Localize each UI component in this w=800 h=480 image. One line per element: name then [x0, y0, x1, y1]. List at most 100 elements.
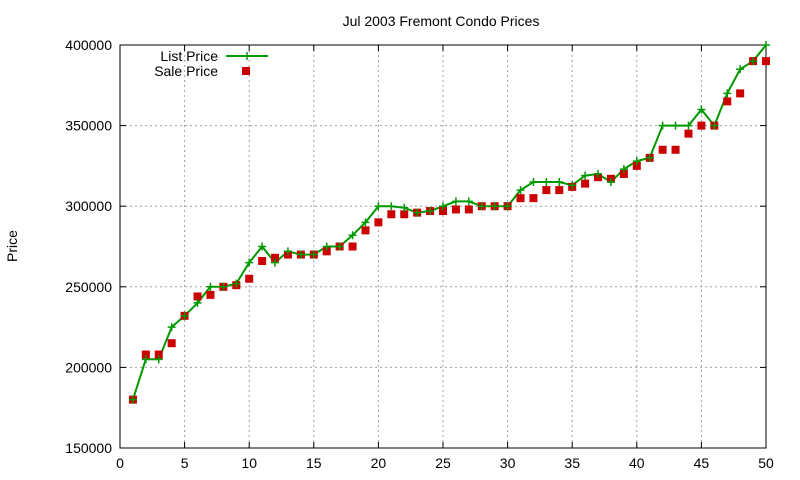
- list-price-point: [503, 202, 512, 211]
- list-price-point: [387, 202, 396, 211]
- sale-price-point: [723, 97, 732, 106]
- sale-price-point: [762, 57, 770, 66]
- x-tick-label: 0: [116, 455, 124, 471]
- list-price-point: [581, 171, 590, 180]
- x-tick-label: 45: [694, 455, 710, 471]
- list-price-point: [283, 247, 292, 256]
- sale-price-point: [464, 205, 473, 214]
- list-price-point: [271, 258, 280, 267]
- legend-label-sale-price: Sale Price: [154, 63, 218, 79]
- list-price-point: [568, 181, 577, 190]
- list-price-point: [141, 355, 150, 364]
- list-price-point: [632, 157, 641, 166]
- list-price-point: [697, 105, 706, 114]
- sale-price-point: [206, 290, 215, 299]
- list-price-point: [361, 218, 370, 227]
- y-tick-label: 200000: [65, 359, 112, 375]
- list-price-point: [400, 203, 409, 212]
- list-price-point: [193, 298, 202, 307]
- sale-price-point: [671, 145, 680, 154]
- y-tick-label: 250000: [65, 279, 112, 295]
- sale-price-point: [697, 121, 706, 130]
- list-price-point: [258, 242, 267, 251]
- sale-price-point: [658, 145, 667, 154]
- sale-price-point: [245, 274, 254, 283]
- sale-price-point: [322, 247, 331, 256]
- list-price-point: [206, 282, 215, 291]
- x-tick-label: 25: [435, 455, 451, 471]
- list-price-point: [296, 250, 305, 259]
- list-price-point: [723, 89, 732, 98]
- list-price-point: [154, 355, 163, 364]
- list-price-point: [555, 178, 564, 187]
- list-price-point: [606, 178, 615, 187]
- y-axis-label: Price: [4, 230, 20, 262]
- list-price-point: [128, 395, 137, 404]
- sale-price-point: [141, 350, 150, 359]
- list-price-point: [477, 202, 486, 211]
- y-tick-label: 150000: [65, 440, 112, 456]
- list-price-point: [529, 178, 538, 187]
- sale-price-point: [439, 207, 447, 216]
- y-axis: 150000 200000 250000 300000 350000 400000: [65, 37, 766, 456]
- series: [128, 41, 770, 404]
- list-price-point: [245, 258, 254, 267]
- y-tick-label: 300000: [65, 198, 112, 214]
- list-price-point: [322, 242, 331, 251]
- series-line-list-price: [131, 44, 767, 400]
- list-price-point: [335, 242, 344, 251]
- x-tick-label: 40: [629, 455, 645, 471]
- x-tick-label: 5: [181, 455, 189, 471]
- list-price-point: [413, 208, 422, 217]
- x-tick-label: 10: [241, 455, 257, 471]
- sale-price-point: [632, 161, 641, 170]
- chart-title: Jul 2003 Fremont Condo Prices: [343, 13, 540, 29]
- sale-price-point: [555, 186, 564, 195]
- list-price-point: [684, 121, 693, 130]
- list-price-point: [736, 65, 745, 74]
- sale-price-point: [516, 194, 525, 203]
- legend-label-list-price: List Price: [160, 48, 218, 64]
- list-price-point: [671, 121, 680, 130]
- y-tick-label: 400000: [65, 37, 112, 53]
- list-price-point: [658, 121, 667, 130]
- x-tick-label: 50: [758, 455, 774, 471]
- sale-price-point: [348, 242, 357, 251]
- sale-price-point: [581, 179, 590, 188]
- sale-price-point: [154, 350, 163, 359]
- list-price-point: [542, 178, 551, 187]
- sale-price-point: [400, 210, 409, 219]
- list-price-point: [464, 197, 473, 206]
- list-price-point: [219, 282, 228, 291]
- list-price-point: [645, 153, 654, 162]
- list-price-point: [167, 323, 176, 332]
- sale-price-point: [619, 169, 628, 178]
- grid: [120, 45, 766, 448]
- x-tick-label: 15: [306, 455, 322, 471]
- legend: List Price Sale Price: [154, 48, 268, 79]
- sale-price-point: [374, 218, 383, 227]
- list-price-point: [426, 207, 435, 216]
- x-axis: 0 5 10 15 20 25 30 35 40 45 50: [116, 45, 774, 471]
- y-tick-label: 350000: [65, 118, 112, 134]
- sale-price-point: [361, 226, 370, 235]
- sale-price-point: [529, 194, 538, 203]
- sale-price-point: [387, 210, 396, 219]
- legend-marker-sale-price: [242, 67, 250, 75]
- sale-price-point: [736, 89, 745, 98]
- list-price-point: [749, 57, 758, 66]
- list-price-point: [619, 165, 628, 174]
- list-price-point: [451, 197, 460, 206]
- sale-price-point: [258, 257, 267, 266]
- list-price-point: [374, 202, 383, 211]
- sale-price-point: [451, 205, 460, 214]
- sale-price-point: [684, 129, 693, 138]
- list-price-point: [309, 250, 318, 259]
- sale-price-point: [542, 186, 551, 195]
- list-price-point: [232, 279, 241, 288]
- list-price-point: [762, 41, 770, 49]
- list-price-point: [516, 186, 525, 195]
- sale-price-point: [167, 339, 176, 348]
- list-price-point: [348, 231, 357, 240]
